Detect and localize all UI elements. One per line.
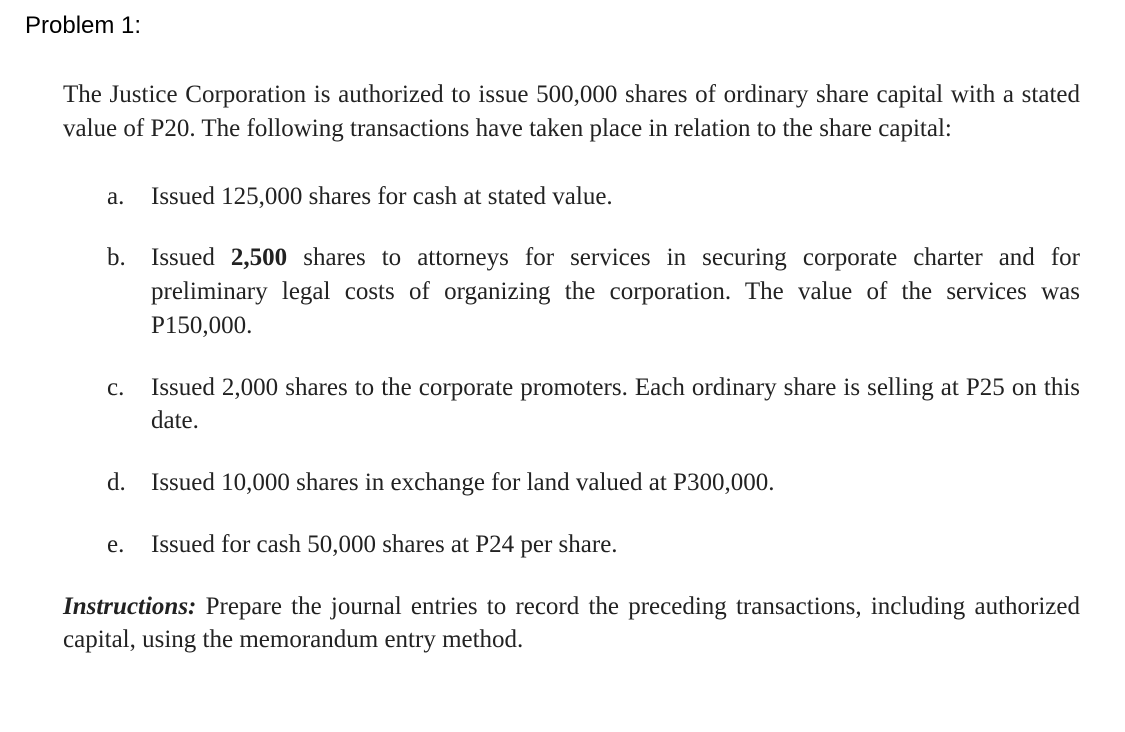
list-item-b: b. Issued 2,500 shares to attorneys for …: [107, 241, 1080, 342]
list-content: Issued 2,500 shares to attorneys for ser…: [151, 241, 1080, 342]
instructions-paragraph: Instructions: Prepare the journal entrie…: [63, 590, 1080, 658]
list-content: Issued 125,000 shares for cash at stated…: [151, 180, 1080, 214]
list-content: Issued for cash 50,000 shares at P24 per…: [151, 528, 1080, 562]
list-content: Issued 10,000 shares in exchange for lan…: [151, 466, 1080, 500]
list-marker: c.: [107, 371, 151, 439]
document-page: Problem 1: The Justice Corporation is au…: [0, 0, 1125, 677]
list-item-a: a. Issued 125,000 shares for cash at sta…: [107, 180, 1080, 214]
list-marker: d.: [107, 466, 151, 500]
list-content: Issued 2,000 shares to the corporate pro…: [151, 371, 1080, 439]
bold-number: 2,500: [231, 244, 287, 271]
list-item-e: e. Issued for cash 50,000 shares at P24 …: [107, 528, 1080, 562]
problem-heading: Problem 1:: [25, 12, 1095, 40]
instructions-text: Prepare the journal entries to record th…: [63, 593, 1080, 654]
intro-paragraph: The Justice Corporation is authorized to…: [63, 78, 1080, 146]
list-marker: b.: [107, 241, 151, 342]
text-before: Issued: [151, 244, 231, 271]
list-marker: e.: [107, 528, 151, 562]
list-item-c: c. Issued 2,000 shares to the corporate …: [107, 371, 1080, 439]
list-item-d: d. Issued 10,000 shares in exchange for …: [107, 466, 1080, 500]
list-marker: a.: [107, 180, 151, 214]
transaction-list: a. Issued 125,000 shares for cash at sta…: [107, 180, 1080, 562]
text-after: shares to attorneys for services in secu…: [151, 244, 1080, 339]
instructions-label: Instructions:: [63, 593, 196, 620]
